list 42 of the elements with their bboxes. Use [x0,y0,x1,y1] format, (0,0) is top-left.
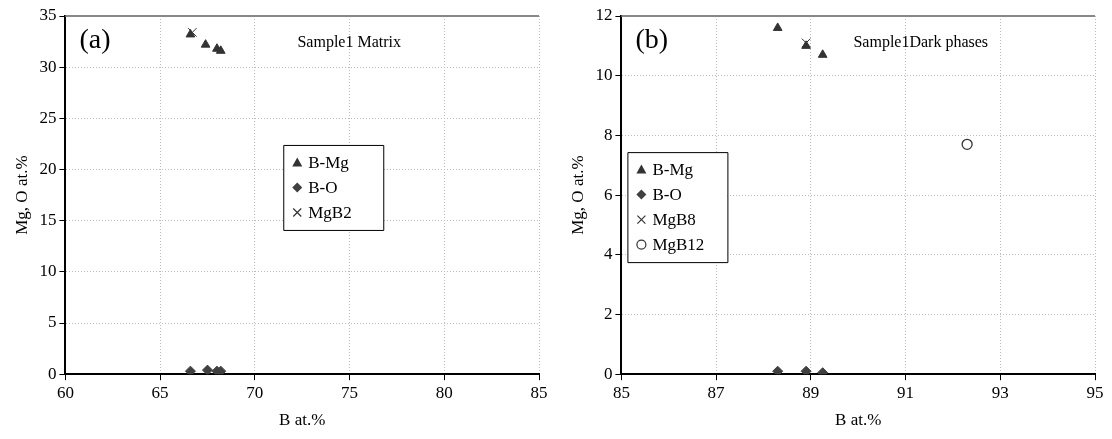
y-axis-title: Mg, O at.% [567,155,587,235]
x-tick-label: 89 [802,382,820,402]
x-tick-label: 60 [56,382,74,402]
x-axis-title: B at.% [835,410,882,430]
legend-label: B-Mg [308,152,350,172]
y-tick-label: 25 [39,107,57,127]
y-tick-label: 12 [595,5,613,25]
y-axis-title: Mg, O at.% [11,155,31,235]
legend-label: B-Mg [652,160,694,180]
legend-label: MgB12 [652,235,705,255]
x-tick-label: 91 [897,382,915,402]
y-tick-label: 10 [595,65,613,85]
legend-label: MgB8 [652,210,696,230]
y-tick-label: 2 [603,303,613,323]
y-tick-label: 0 [603,363,613,383]
y-tick-label: 35 [39,5,57,25]
legend-label: MgB2 [308,202,352,222]
annotation: Sample1 Matrix [297,33,402,52]
legend-label: B-O [308,177,338,197]
x-axis-title: B at.% [279,410,326,430]
x-tick-label: 85 [530,382,548,402]
y-tick-label: 10 [39,261,57,281]
legend-label: B-O [652,185,682,205]
x-tick-label: 80 [435,382,453,402]
x-tick-label: 70 [246,382,264,402]
y-tick-label: 30 [39,56,57,76]
y-tick-label: 4 [603,244,613,264]
annotation: Sample1Dark phases [853,33,989,52]
x-tick-label: 95 [1086,382,1104,402]
y-tick-label: 20 [39,158,57,178]
x-tick-label: 75 [341,382,359,402]
y-tick-label: 5 [47,312,57,332]
y-tick-label: 15 [39,210,57,230]
x-tick-label: 93 [991,382,1009,402]
x-tick-label: 65 [151,382,169,402]
y-tick-label: 6 [603,184,613,204]
x-tick-label: 85 [612,382,630,402]
annotation: (a) [79,23,111,55]
annotation: (b) [635,23,669,55]
x-tick-label: 87 [707,382,726,402]
y-tick-label: 8 [603,124,613,144]
y-tick-label: 0 [47,363,57,383]
